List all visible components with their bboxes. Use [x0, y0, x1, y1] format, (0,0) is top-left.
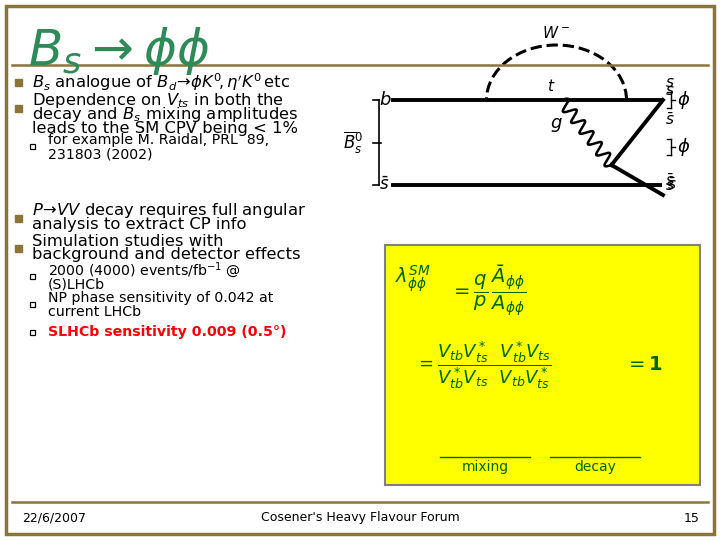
Text: $\bar{s}$: $\bar{s}$ — [667, 177, 677, 193]
Text: $t$: $t$ — [547, 78, 556, 94]
Text: $\phi$: $\phi$ — [677, 136, 690, 158]
Text: 2000 (4000) events/fb$^{-1}$ @: 2000 (4000) events/fb$^{-1}$ @ — [48, 260, 241, 280]
Text: $= \dfrac{q}{p}\,\dfrac{\bar{A}_{\phi\phi}}{A_{\phi\phi}}$: $= \dfrac{q}{p}\,\dfrac{\bar{A}_{\phi\ph… — [450, 263, 526, 318]
Text: decay and $B_s$ mixing amplitudes: decay and $B_s$ mixing amplitudes — [32, 105, 299, 124]
Text: $\overline{B}_s^0$: $\overline{B}_s^0$ — [343, 130, 363, 156]
Text: decay: decay — [574, 460, 616, 474]
FancyBboxPatch shape — [6, 6, 714, 534]
Text: 231803 (2002): 231803 (2002) — [48, 147, 153, 161]
Text: analysis to extract CP info: analysis to extract CP info — [32, 218, 246, 233]
Text: $s$: $s$ — [665, 179, 675, 193]
Text: SLHCb sensitivity 0.009 (0.5°): SLHCb sensitivity 0.009 (0.5°) — [48, 325, 287, 339]
Text: (S)LHCb: (S)LHCb — [48, 277, 105, 291]
Text: $= \mathbf{1}$: $= \mathbf{1}$ — [625, 355, 663, 375]
Bar — [30, 329, 35, 334]
Text: $B_s$ analogue of $B_d\!\rightarrow\!\phi K^0\!,\eta^{\prime}K^0\!$ etc: $B_s$ analogue of $B_d\!\rightarrow\!\ph… — [32, 71, 290, 93]
Text: $\bar{s}$: $\bar{s}$ — [665, 173, 675, 189]
Text: current LHCb: current LHCb — [48, 305, 141, 319]
Text: $= \dfrac{V_{tb}V^*_{ts}\ \ V^*_{tb}V_{ts}}{V^*_{tb}V_{ts}\ \ V_{tb}V^*_{ts}}$: $= \dfrac{V_{tb}V^*_{ts}\ \ V^*_{tb}V_{t… — [415, 339, 552, 391]
Text: NP phase sensitivity of 0.042 at: NP phase sensitivity of 0.042 at — [48, 291, 274, 305]
Text: Simulation studies with: Simulation studies with — [32, 233, 223, 248]
Text: 22/6/2007: 22/6/2007 — [22, 511, 86, 524]
Bar — [30, 144, 35, 149]
Text: $\lambda^{SM}_{\phi\phi}$: $\lambda^{SM}_{\phi\phi}$ — [395, 263, 431, 294]
Bar — [30, 301, 35, 307]
Text: $\bar{s}$: $\bar{s}$ — [379, 176, 390, 194]
Text: mixing: mixing — [462, 460, 508, 474]
Text: $\phi$: $\phi$ — [677, 89, 690, 111]
Text: $s$: $s$ — [665, 76, 675, 90]
Text: for example M. Raidal, PRL  89,: for example M. Raidal, PRL 89, — [48, 133, 269, 147]
Text: $s$: $s$ — [665, 84, 675, 98]
Bar — [14, 214, 22, 221]
Bar — [14, 245, 22, 252]
Text: $B_s \rightarrow \phi\phi$: $B_s \rightarrow \phi\phi$ — [28, 25, 210, 77]
Text: $\bar{s}$: $\bar{s}$ — [665, 112, 675, 128]
Text: $b$: $b$ — [379, 91, 392, 109]
Bar — [14, 78, 22, 85]
Bar — [14, 105, 22, 111]
Bar — [30, 273, 35, 279]
Text: Cosener's Heavy Flavour Forum: Cosener's Heavy Flavour Forum — [261, 511, 459, 524]
Text: $P\!\rightarrow\!VV$ decay requires full angular: $P\!\rightarrow\!VV$ decay requires full… — [32, 201, 307, 220]
Text: 15: 15 — [684, 511, 700, 524]
Text: background and detector effects: background and detector effects — [32, 247, 301, 262]
Text: $W^-$: $W^-$ — [542, 25, 570, 41]
Text: $g$: $g$ — [549, 116, 562, 134]
FancyBboxPatch shape — [385, 245, 700, 485]
Text: leads to the SM CPV being < 1%: leads to the SM CPV being < 1% — [32, 120, 298, 136]
Text: Dependence on $V_{ts}$ in both the: Dependence on $V_{ts}$ in both the — [32, 91, 284, 110]
